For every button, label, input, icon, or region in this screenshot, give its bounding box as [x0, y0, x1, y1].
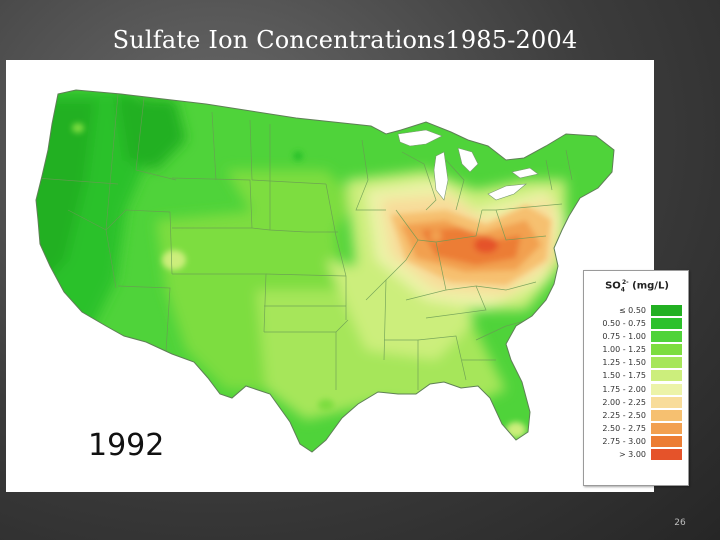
legend-label: ≤ 0.50 — [618, 306, 646, 315]
legend-row: 2.50 - 2.75 — [588, 422, 686, 435]
legend-row: 0.75 - 1.00 — [588, 330, 686, 343]
legend-swatch — [651, 422, 682, 434]
legend-swatch — [651, 318, 682, 330]
legend-row: 2.00 - 2.25 — [588, 396, 686, 409]
legend-swatch — [651, 383, 682, 395]
legend-swatch — [651, 357, 682, 369]
map-panel — [6, 60, 654, 492]
legend-row: 1.25 - 1.50 — [588, 356, 686, 369]
legend-label: 2.00 - 2.25 — [602, 397, 646, 407]
legend-swatch — [651, 344, 682, 356]
map-legend: SO42- (mg/L) ≤ 0.50 0.50 - 0.75 0.75 - 1.0… — [583, 270, 689, 486]
legend-rows: ≤ 0.50 0.50 - 0.75 0.75 - 1.00 1.00 - 1.25 1… — [588, 304, 686, 461]
legend-row: 2.75 - 3.00 — [588, 435, 686, 448]
legend-title-sup: 2- — [621, 279, 629, 286]
legend-label: 2.25 - 2.50 — [602, 410, 646, 420]
legend-swatch — [651, 435, 682, 447]
page-number: 26 — [674, 518, 686, 528]
slide-title: Sulfate Ion Concentrations1985-2004 — [112, 26, 578, 54]
legend-row: 2.25 - 2.50 — [588, 409, 686, 422]
legend-label: 2.50 - 2.75 — [602, 423, 646, 433]
legend-label: 1.25 - 1.50 — [602, 358, 646, 368]
legend-row: ≤ 0.50 — [588, 304, 686, 317]
legend-row: > 3.00 — [588, 448, 686, 461]
legend-row: 1.75 - 2.00 — [588, 383, 686, 396]
year-label: 1992 — [88, 428, 165, 463]
legend-title-sub: 4 — [620, 286, 625, 294]
legend-label: 1.50 - 1.75 — [602, 371, 646, 381]
legend-swatch — [651, 305, 682, 316]
great-lakes — [397, 129, 539, 201]
legend-label: 2.75 - 3.00 — [602, 436, 646, 446]
legend-swatch — [651, 449, 682, 461]
legend-title-unit: (mg/L) — [632, 280, 669, 292]
legend-swatch — [651, 409, 682, 421]
legend-title: SO42- (mg/L) — [588, 279, 686, 293]
legend-swatch — [651, 396, 682, 408]
legend-row: 1.00 - 1.25 — [588, 343, 686, 356]
legend-label: 0.50 - 0.75 — [602, 319, 646, 329]
legend-label: 1.00 - 1.25 — [602, 345, 646, 355]
legend-swatch — [651, 331, 682, 343]
legend-row: 1.50 - 1.75 — [588, 369, 686, 382]
us-sulfate-map — [35, 89, 615, 453]
legend-label: > 3.00 — [618, 450, 646, 460]
legend-title-main: SO — [605, 280, 621, 292]
us-outline — [35, 89, 615, 453]
legend-label: 1.75 - 2.00 — [602, 384, 646, 394]
legend-row: 0.50 - 0.75 — [588, 317, 686, 330]
legend-swatch — [651, 370, 682, 382]
legend-label: 0.75 - 1.00 — [602, 332, 646, 342]
